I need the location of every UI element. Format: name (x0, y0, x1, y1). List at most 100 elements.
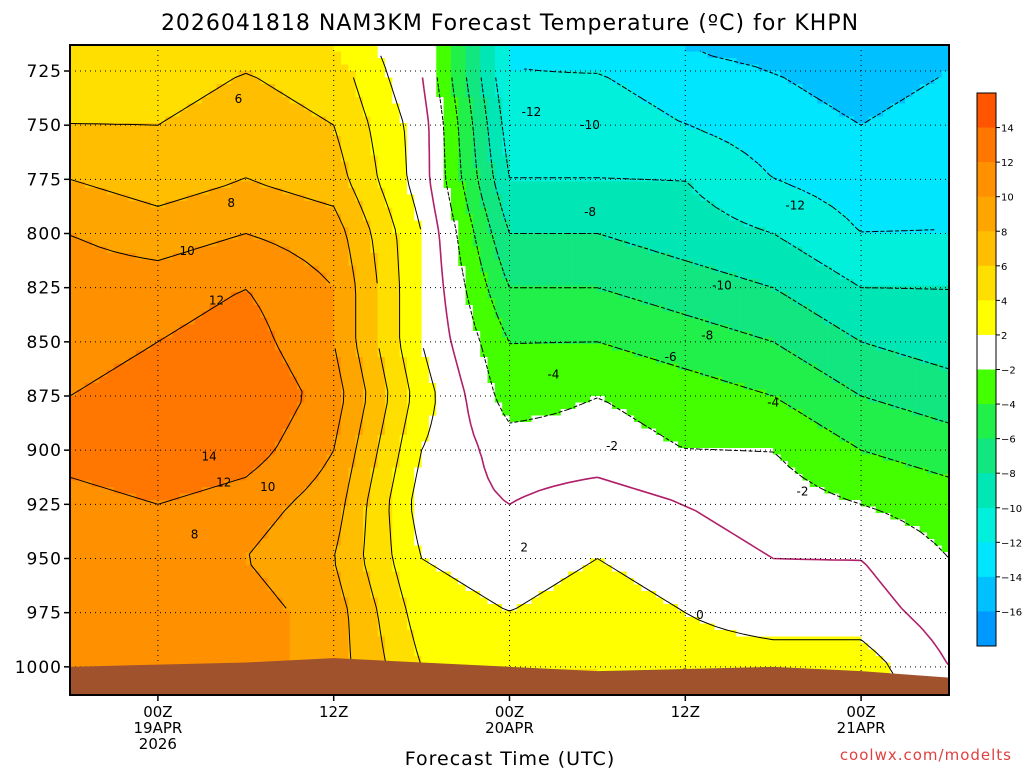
temperature-cell (143, 487, 152, 495)
temperature-cell (84, 331, 93, 339)
temperature-cell (135, 428, 144, 436)
temperature-cell (319, 597, 327, 605)
temperature-cell (179, 597, 188, 605)
temperature-cell (187, 545, 196, 553)
temperature-cell (253, 77, 262, 85)
temperature-cell (333, 370, 342, 378)
temperature-cell (414, 532, 423, 540)
temperature-cell (143, 142, 152, 150)
temperature-cell (319, 441, 327, 449)
temperature-cell (428, 162, 437, 170)
temperature-cell (135, 636, 144, 644)
temperature-cell (165, 370, 174, 378)
temperature-cell (341, 519, 349, 527)
temperature-cell (179, 571, 188, 579)
temperature-cell (289, 142, 298, 150)
temperature-cell (70, 266, 78, 274)
temperature-cell (84, 461, 93, 469)
temperature-cell (319, 318, 327, 326)
temperature-cell (326, 396, 335, 404)
temperature-cell (106, 181, 115, 189)
temperature-cell (311, 350, 320, 358)
temperature-cell (377, 487, 386, 495)
temperature-cell (172, 389, 181, 397)
temperature-cell (275, 643, 284, 651)
temperature-cell (370, 272, 379, 280)
temperature-cell (99, 649, 108, 657)
temperature-cell (253, 201, 262, 209)
temperature-cell (157, 233, 166, 241)
temperature-cell (399, 370, 408, 378)
temperature-cell (355, 311, 364, 319)
temperature-cell (121, 558, 130, 566)
temperature-cell (253, 545, 262, 553)
temperature-cell (157, 162, 166, 170)
temperature-cell (113, 584, 122, 592)
temperature-cell (150, 409, 159, 417)
temperature-cell (392, 149, 401, 157)
temperature-cell (341, 604, 349, 612)
temperature-cell (348, 331, 357, 339)
temperature-cell (201, 649, 210, 657)
temperature-cell (106, 201, 115, 209)
temperature-cell (311, 90, 320, 98)
temperature-cell (406, 474, 415, 482)
temperature-cell (384, 311, 393, 319)
temperature-cell (106, 45, 115, 53)
temperature-cell (113, 649, 122, 657)
temperature-cell (355, 71, 364, 79)
temperature-cell (377, 558, 386, 566)
temperature-cell (121, 71, 130, 79)
temperature-cell (91, 435, 100, 443)
temperature-cell (267, 344, 276, 352)
temperature-cell (253, 220, 262, 228)
temperature-cell (384, 656, 393, 664)
temperature-cell (414, 643, 423, 651)
temperature-cell (304, 350, 313, 358)
temperature-cell (245, 656, 254, 664)
temperature-cell (135, 194, 144, 202)
temperature-cell (187, 357, 196, 365)
temperature-cell (70, 227, 78, 235)
temperature-cell (223, 376, 232, 384)
temperature-cell (70, 623, 78, 631)
temperature-cell (209, 474, 218, 482)
temperature-cell (363, 240, 371, 248)
temperature-cell (399, 279, 408, 287)
temperature-cell (370, 396, 379, 404)
temperature-cell (113, 207, 122, 215)
temperature-cell (319, 279, 327, 287)
temperature-cell (172, 194, 181, 202)
temperature-cell (333, 623, 342, 631)
temperature-cell (121, 474, 130, 482)
temperature-cell (297, 188, 305, 196)
temperature-cell (399, 292, 408, 300)
temperature-cell (289, 487, 298, 495)
temperature-cell (194, 532, 203, 540)
temperature-cell (421, 617, 430, 625)
temperature-cell (392, 396, 401, 404)
temperature-cell (113, 142, 122, 150)
temperature-cell (348, 188, 357, 196)
temperature-cell (363, 519, 371, 527)
temperature-cell (319, 207, 327, 215)
temperature-cell (150, 168, 159, 176)
temperature-cell (209, 552, 218, 560)
temperature-cell (121, 51, 130, 59)
temperature-cell (392, 311, 401, 319)
temperature-cell (91, 350, 100, 358)
temperature-cell (428, 409, 437, 417)
temperature-cell (319, 266, 327, 274)
temperature-cell (128, 545, 137, 553)
temperature-cell (128, 142, 137, 150)
temperature-cell (99, 636, 108, 644)
temperature-cell (399, 604, 408, 612)
temperature-cell (128, 493, 137, 501)
temperature-cell (341, 149, 349, 157)
temperature-cell (99, 597, 108, 605)
temperature-cell (297, 461, 305, 469)
temperature-cell (143, 428, 152, 436)
temperature-cell (245, 181, 254, 189)
temperature-cell (384, 565, 393, 573)
temperature-cell (377, 64, 386, 72)
